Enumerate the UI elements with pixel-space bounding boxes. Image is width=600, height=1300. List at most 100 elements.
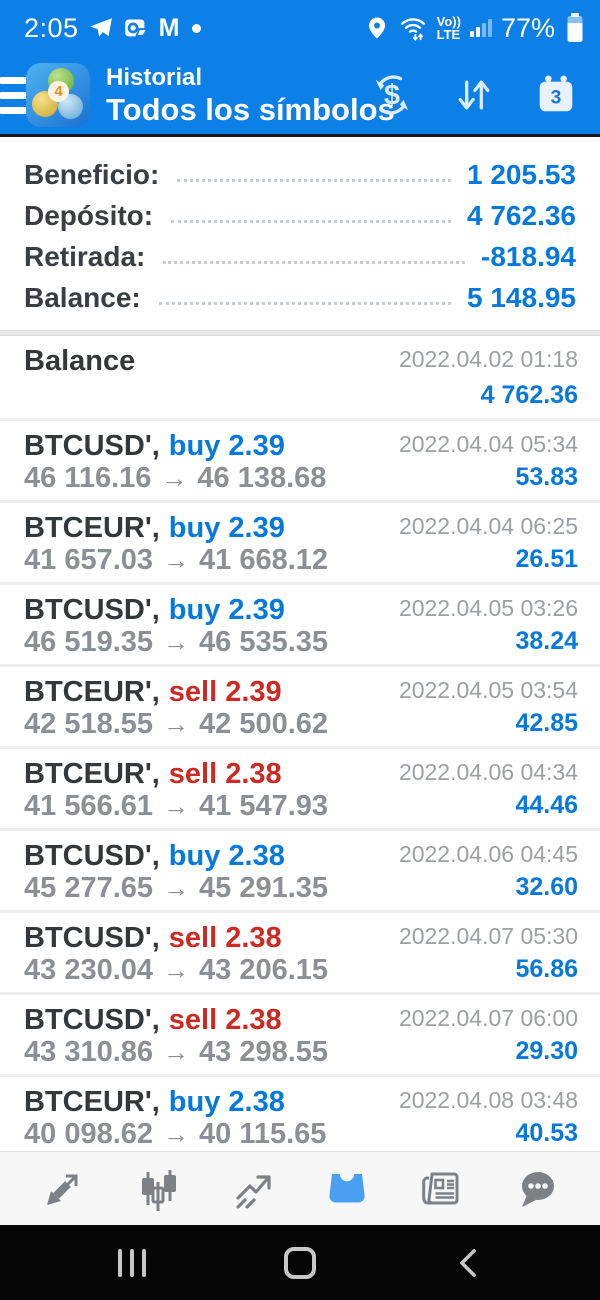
history-row[interactable]: Balance 2022.04.02 01:18 4 762.36: [0, 336, 600, 418]
open-price: 46 519.35: [24, 626, 154, 658]
trade-datetime: 2022.04.08 03:48: [398, 1087, 578, 1113]
app-icon[interactable]: 4: [26, 63, 90, 127]
summary-label: Retirada:: [24, 240, 146, 272]
history-row[interactable]: BTCUSD', sell 2.38 43 230.04 → 43 206.15 20…: [0, 910, 600, 992]
close-price: 41 668.12: [199, 544, 329, 576]
history-row[interactable]: BTCUSD', sell 2.38 43 310.86 → 43 298.55 20…: [0, 992, 600, 1074]
signal-bars: [469, 19, 492, 37]
open-price: 41 657.03: [24, 544, 154, 576]
history-row[interactable]: BTCEUR', sell 2.39 42 518.55 → 42 500.62 20…: [0, 664, 600, 746]
quotes-icon[interactable]: [38, 1164, 88, 1214]
trade-side-volume: buy 2.39: [168, 430, 285, 462]
arrow-glyph: →: [163, 791, 190, 821]
trade-profit: 56.86: [515, 955, 578, 983]
bottom-toolbar: [0, 1151, 600, 1225]
history-row[interactable]: BTCUSD', buy 2.39 46 519.35 → 46 535.35 202…: [0, 582, 600, 664]
trade-profit: 4 762.36: [480, 381, 578, 409]
arrow-glyph: →: [163, 1119, 190, 1149]
history-row[interactable]: BTCEUR', buy 2.38 40 098.62 → 40 115.65 202…: [0, 1074, 600, 1151]
open-price: 43 310.86: [24, 1036, 154, 1068]
trade-side-volume: buy 2.39: [168, 594, 285, 626]
summary-row-withdrawal: Retirada: -818.94: [24, 236, 576, 277]
mt4-badge: 4: [48, 81, 69, 102]
trade-prices: 46 116.16 → 46 138.68: [24, 462, 326, 494]
summary-value: 4 762.36: [467, 199, 576, 231]
trade-side-volume: buy 2.39: [168, 512, 285, 544]
trade-prices: 46 519.35 → 46 535.35: [24, 626, 328, 658]
home-button[interactable]: [280, 1243, 320, 1283]
arrow-glyph: →: [163, 627, 190, 657]
summary-value: -818.94: [481, 240, 576, 272]
symbol-filter-label: Todos los símbolos: [106, 91, 395, 127]
history-row[interactable]: BTCEUR', sell 2.38 41 566.61 → 41 547.93 20…: [0, 746, 600, 828]
trade-side-volume: sell 2.38: [168, 1004, 282, 1036]
trade-prices: 40 098.62 → 40 115.65: [24, 1118, 326, 1150]
trade-side-volume: sell 2.39: [168, 676, 282, 708]
account-summary: Beneficio: 1 205.53 Depósito: 4 762.36 R…: [0, 137, 600, 330]
location-icon: [365, 15, 389, 41]
open-price: 42 518.55: [24, 708, 154, 740]
messages-icon[interactable]: [512, 1164, 562, 1214]
dotted-leader: [158, 302, 451, 305]
back-button[interactable]: [448, 1243, 488, 1283]
trade-profit: 38.24: [515, 627, 578, 655]
trade-profit: 40.53: [515, 1119, 578, 1147]
trade-symbol: BTCEUR',: [24, 676, 160, 708]
trade-profit: 32.60: [515, 873, 578, 901]
trade-symbol: BTCUSD',: [24, 594, 160, 626]
trade-profit: 53.83: [515, 463, 578, 491]
arrow-glyph: →: [163, 955, 190, 985]
close-price: 46 138.68: [197, 462, 327, 494]
trade-side-volume: buy 2.38: [168, 840, 285, 872]
history-row[interactable]: BTCUSD', buy 2.39 46 116.16 → 46 138.68 202…: [0, 418, 600, 500]
trade-datetime: 2022.04.06 04:45: [398, 841, 578, 867]
trade-datetime: 2022.04.05 03:54: [398, 677, 578, 703]
history-row[interactable]: BTCUSD', buy 2.38 45 277.65 → 45 291.35 202…: [0, 828, 600, 910]
arrow-glyph: →: [163, 545, 190, 575]
news-icon[interactable]: [417, 1164, 467, 1214]
recents-button[interactable]: [112, 1243, 152, 1283]
calendar-icon[interactable]: 3: [532, 71, 580, 119]
trade-symbol: BTCUSD',: [24, 430, 160, 462]
page-title: Historial: [106, 63, 203, 91]
open-price: 46 116.16: [24, 462, 152, 494]
close-price: 42 500.62: [199, 708, 329, 740]
dotted-leader: [177, 179, 451, 182]
dotted-leader: [171, 220, 451, 223]
trade-side-volume: sell 2.38: [168, 922, 282, 954]
trade-symbol: BTCUSD',: [24, 1004, 160, 1036]
history-row[interactable]: BTCEUR', buy 2.39 41 657.03 → 41 668.12 202…: [0, 500, 600, 582]
close-price: 45 291.35: [199, 872, 329, 904]
summary-value: 1 205.53: [467, 158, 576, 190]
trade-symbol: BTCEUR',: [24, 758, 160, 790]
summary-label: Depósito:: [24, 199, 154, 231]
battery-icon: [564, 12, 586, 44]
sort-icon[interactable]: [450, 71, 498, 119]
close-price: 41 547.93: [199, 790, 329, 822]
trade-prices: 45 277.65 → 45 291.35: [24, 872, 328, 904]
telegram-icon: [88, 15, 114, 41]
android-nav-bar: [0, 1225, 600, 1300]
outlook-icon: [123, 15, 150, 42]
trade-prices: 41 657.03 → 41 668.12: [24, 544, 328, 576]
trade-prices: 41 566.61 → 41 547.93: [24, 790, 328, 822]
open-price: 41 566.61: [24, 790, 154, 822]
trade-datetime: 2022.04.04 06:25: [398, 513, 578, 539]
trade-icon[interactable]: [228, 1164, 278, 1214]
open-price: 45 277.65: [24, 872, 154, 904]
arrow-glyph: →: [163, 709, 190, 739]
charts-icon[interactable]: [133, 1164, 183, 1214]
summary-row-profit: Beneficio: 1 205.53: [24, 154, 576, 195]
dotted-leader: [163, 261, 466, 264]
history-icon[interactable]: [322, 1164, 372, 1214]
trade-symbol: BTCEUR',: [24, 1086, 160, 1118]
trade-profit: 26.51: [515, 545, 578, 573]
summary-label: Balance:: [24, 281, 141, 313]
menu-button[interactable]: [0, 76, 28, 114]
trade-symbol: BTCUSD',: [24, 922, 160, 954]
open-price: 40 098.62: [24, 1118, 154, 1150]
currency-exchange-icon[interactable]: $: [368, 71, 416, 119]
gmail-icon: M: [158, 13, 180, 42]
notification-dot: [192, 23, 202, 33]
